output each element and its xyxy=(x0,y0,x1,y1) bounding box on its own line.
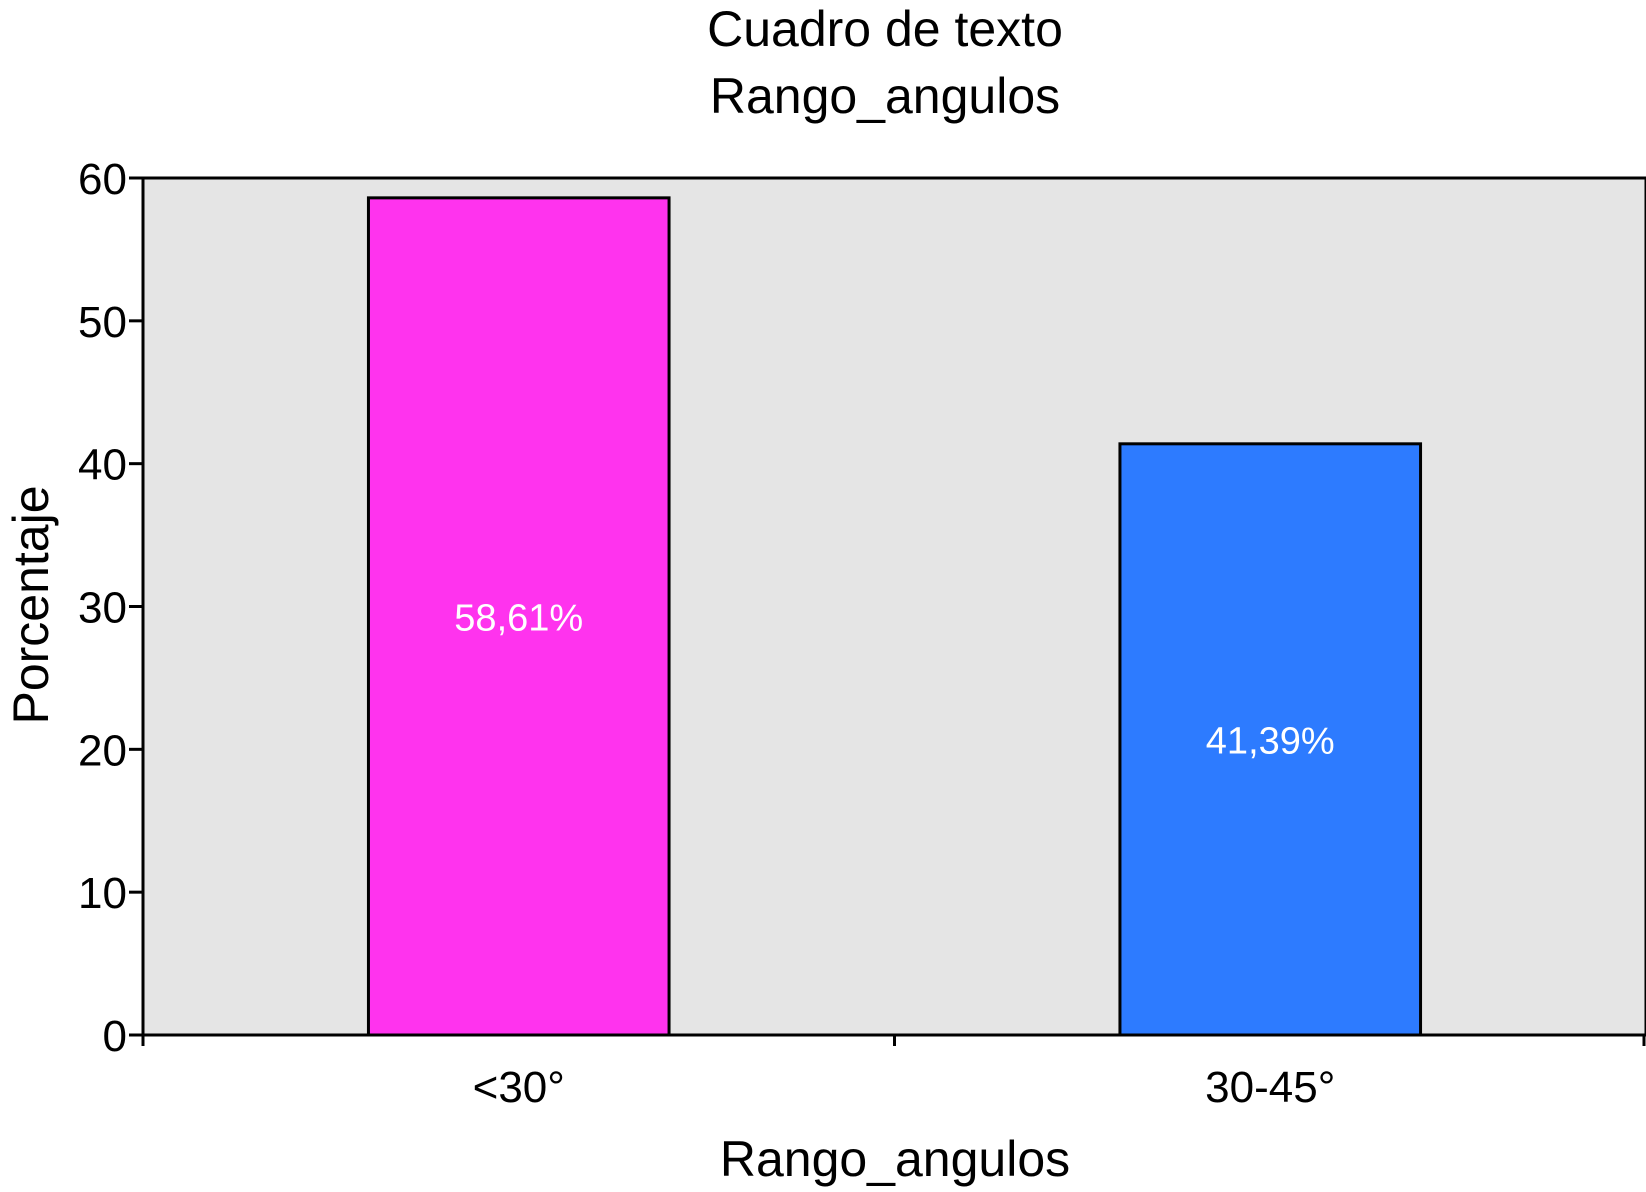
bar xyxy=(366,196,671,1037)
y-tick-label: 20 xyxy=(78,726,127,775)
axes-layer: <30° 30-45° 0 10 20 30 40 50 60 xyxy=(78,155,1646,1112)
bars-layer: 58,61% 41,39% xyxy=(366,196,1423,1037)
y-tick-label: 0 xyxy=(103,1012,127,1061)
x-tick-label: <30° xyxy=(473,1063,565,1112)
bar xyxy=(1118,442,1423,1037)
y-tick-label: 40 xyxy=(78,441,127,490)
y-tick-label: 50 xyxy=(78,298,127,347)
y-tick-label: 10 xyxy=(78,869,127,918)
chart-subtitle: Rango_angulos xyxy=(710,68,1060,124)
y-tick-label: 60 xyxy=(78,155,127,204)
y-axis-label: Porcentaje xyxy=(3,485,59,724)
chart-title: Cuadro de texto xyxy=(707,1,1063,57)
y-tick-label: 30 xyxy=(78,584,127,633)
x-axis-label: Rango_angulos xyxy=(720,1131,1070,1187)
data-label: 41,39% xyxy=(1206,720,1335,762)
x-tick-label: 30-45° xyxy=(1205,1063,1335,1112)
data-label: 58,61% xyxy=(454,597,583,639)
